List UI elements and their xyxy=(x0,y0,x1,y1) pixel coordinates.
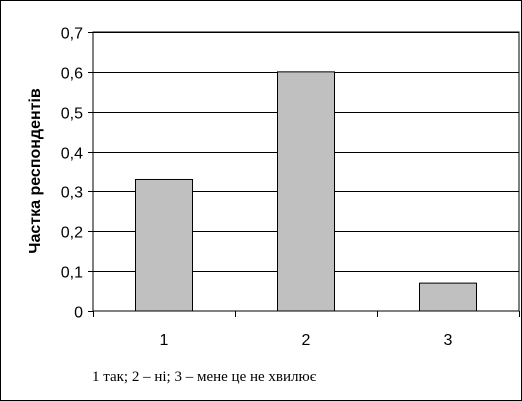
bar-1 xyxy=(135,178,193,312)
y-tick-label: 0,3 xyxy=(61,185,83,202)
y-tick-label: 0,2 xyxy=(61,225,83,242)
y-tick-label: 0 xyxy=(74,305,83,322)
x-tick-label: 2 xyxy=(302,332,311,349)
y-ticks: 0 0,1 0,2 0,3 0,4 0,5 0,6 0,7 xyxy=(61,26,93,322)
bar-3 xyxy=(419,282,477,312)
y-tick-label: 0,4 xyxy=(61,146,83,163)
x-tick-label: 3 xyxy=(444,332,453,349)
y-tick-label: 0,5 xyxy=(61,106,83,123)
y-tick-label: 0,7 xyxy=(61,26,83,43)
y-axis-label: Частка респондентів xyxy=(27,88,44,254)
caption: 1 так; 2 – ні; 3 – мене це не хвилює xyxy=(92,369,317,385)
x-ticks: 1 2 3 xyxy=(93,311,520,349)
x-tick-label: 1 xyxy=(160,332,169,349)
bar-2 xyxy=(277,71,335,312)
y-tick-label: 0,1 xyxy=(61,265,83,282)
y-tick-label: 0,6 xyxy=(61,66,83,83)
